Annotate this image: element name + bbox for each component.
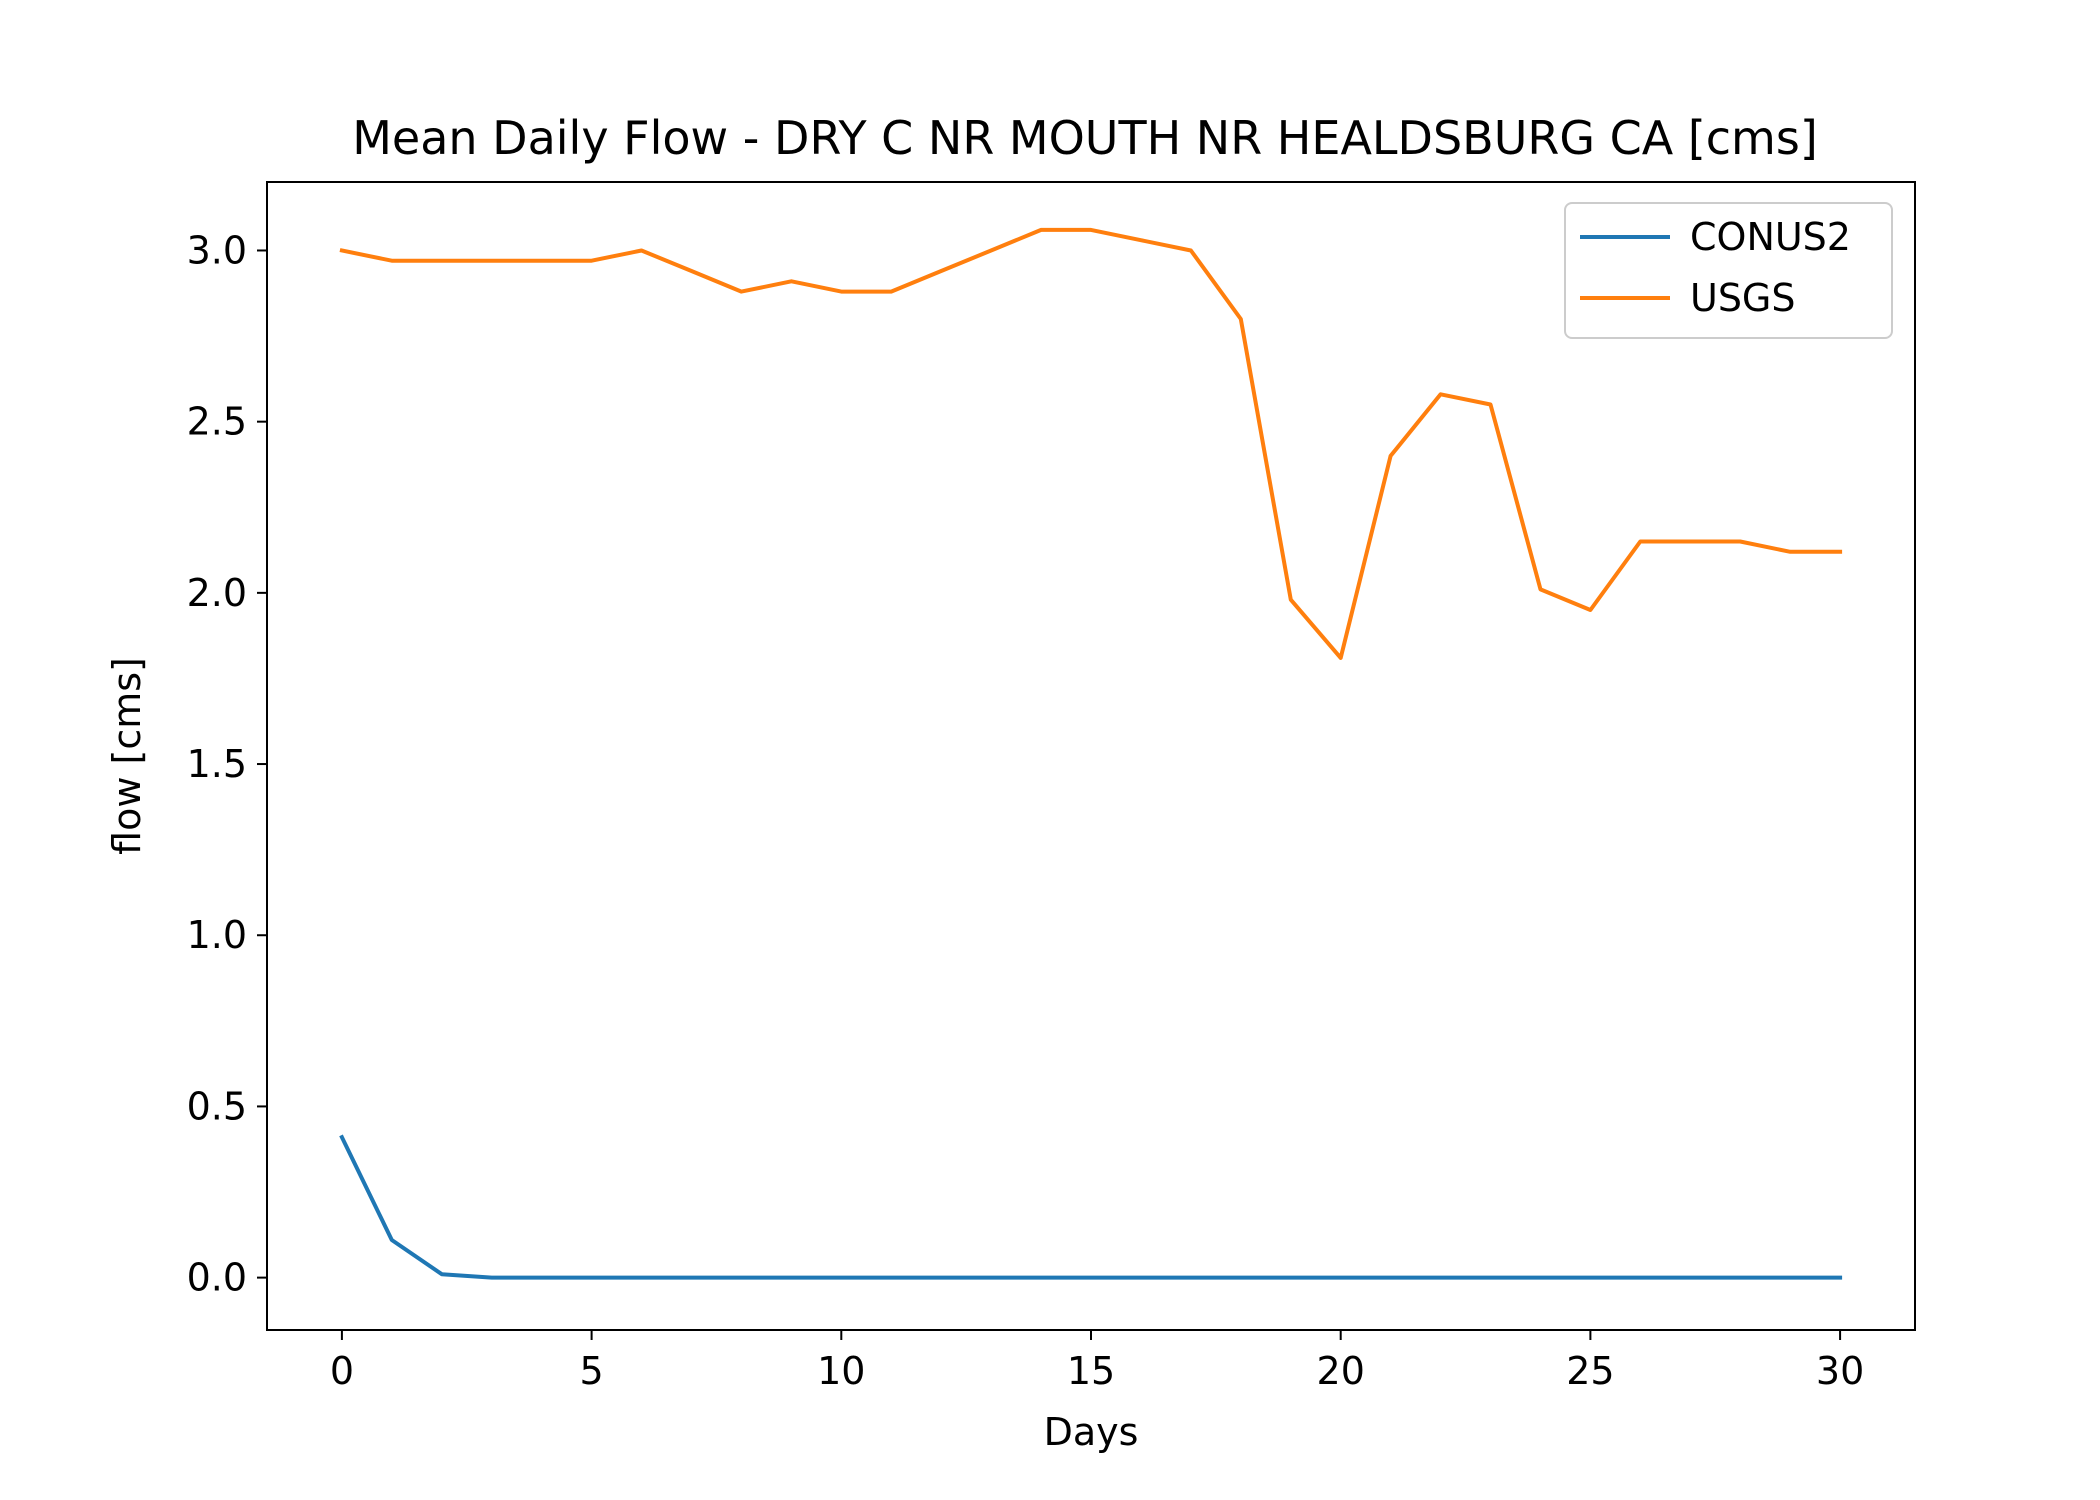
plot-area [266,181,1916,1331]
y-tick-label: 2.5 [187,400,247,444]
series-line-usgs [339,227,1843,660]
y-tick-label: 3.0 [187,228,247,272]
series-line-conus2 [339,1134,1843,1280]
x-tick-label: 5 [580,1349,604,1393]
y-tick-label: 1.5 [187,742,247,786]
legend-label-usgs: USGS [1690,276,1796,320]
legend: CONUS2 USGS [1564,202,1893,339]
x-axis-label: Days [1044,1410,1139,1454]
y-tick-label: 1.0 [187,913,247,957]
x-tick-label: 10 [817,1349,865,1393]
x-tick-label: 15 [1067,1349,1115,1393]
chart-title: Mean Daily Flow - DRY C NR MOUTH NR HEAL… [352,111,1818,165]
x-tick-label: 20 [1317,1349,1365,1393]
legend-items: CONUS2 USGS [1580,215,1851,320]
y-axis-label: flow [cms] [105,657,149,855]
y-tick-label: 0.0 [187,1256,247,1300]
y-tick-label: 0.5 [187,1084,247,1128]
y-axis-ticks: 0.0 0.5 1.0 1.5 2.0 2.5 3.0 [187,228,267,1300]
x-axis-ticks: 0 5 10 15 20 25 30 [330,1330,1864,1393]
x-tick-label: 30 [1816,1349,1864,1393]
series-layer [339,227,1843,1280]
x-tick-label: 0 [330,1349,354,1393]
y-tick-label: 2.0 [187,571,247,615]
plot-background [267,182,1915,1330]
x-tick-label: 25 [1566,1349,1614,1393]
legend-label-conus2: CONUS2 [1690,215,1851,259]
